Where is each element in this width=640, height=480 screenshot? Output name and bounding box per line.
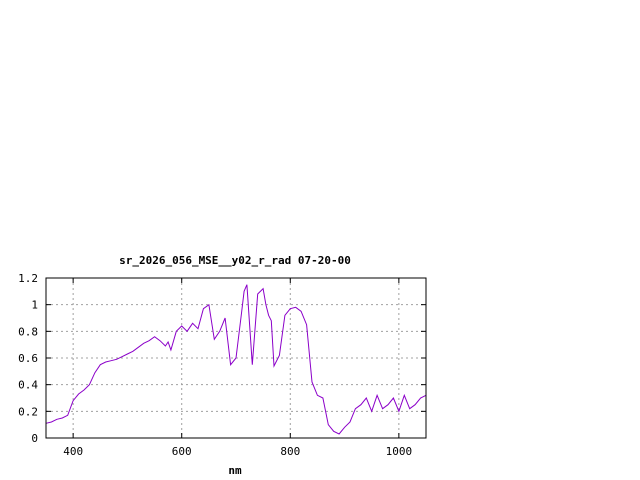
chart-title: sr_2026_056_MSE__y02_r_rad 07-20-00: [119, 254, 351, 267]
series-line: [45, 284, 427, 435]
y-tick-label: 0: [31, 432, 38, 445]
y-tick-label: 1.2: [18, 272, 38, 285]
x-tick-label: 400: [63, 445, 83, 458]
x-tick-label: 1000: [386, 445, 413, 458]
ticks: 400 600 800 1000 0 0.2 0.4 0.6 0.8 1 1.2: [18, 272, 426, 458]
x-tick-label: 600: [172, 445, 192, 458]
y-tick-label: 0.4: [18, 379, 38, 392]
y-tick-label: 0.6: [18, 352, 38, 365]
y-tick-label: 1: [31, 299, 38, 312]
y-tick-label: 0.8: [18, 325, 38, 338]
series-group: [45, 284, 427, 435]
x-axis-label: nm: [228, 464, 242, 477]
x-tick-label: 800: [280, 445, 300, 458]
y-tick-label: 0.2: [18, 405, 38, 418]
plot-frame: [45, 277, 427, 439]
